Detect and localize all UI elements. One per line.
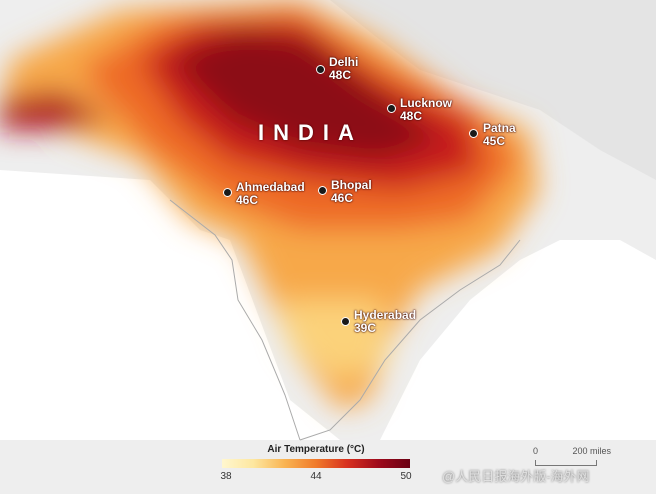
- city-temp: 46C: [236, 193, 259, 207]
- legend-title: Air Temperature (°C): [267, 444, 365, 455]
- legend-tick: 50: [400, 471, 412, 482]
- west-coastline: [169, 199, 301, 441]
- city-name: Hyderabad: [354, 308, 417, 322]
- legend-tick: 44: [310, 471, 322, 482]
- legend-ticks: 38 44 50: [220, 468, 412, 482]
- scale-bar-labels: 0 200 miles: [533, 446, 611, 456]
- city-name: Lucknow: [400, 96, 453, 110]
- watermark: @人民日报海外版-海外网: [442, 466, 590, 485]
- watermark-text: @人民日报海外版-海外网: [442, 469, 590, 484]
- scale-zero: 0: [533, 446, 539, 456]
- country-label: INDIA: [258, 120, 363, 145]
- city-label-ahmedabad: Ahmedabad 46C: [236, 181, 305, 207]
- city-marker-delhi: [316, 65, 325, 74]
- city-label-delhi: Delhi 48C: [329, 56, 358, 82]
- city-temp: 48C: [400, 109, 423, 123]
- himalaya-region: [330, 0, 656, 180]
- temperature-layer: [0, 0, 540, 410]
- temperature-legend: Air Temperature (°C) 38 44 50: [220, 444, 412, 482]
- city-temp: 48C: [329, 68, 352, 82]
- city-temp: 39C: [354, 321, 377, 335]
- city-marker-lucknow: [387, 104, 396, 113]
- scale-bar: [535, 460, 597, 466]
- city-label-patna: Patna 45C: [483, 122, 516, 148]
- city-name: Patna: [483, 121, 516, 135]
- city-label-bhopal: Bhopal 46C: [331, 179, 372, 205]
- city-marker-hyderabad: [341, 317, 350, 326]
- bay-of-bengal: [380, 240, 656, 440]
- city-marker-patna: [469, 129, 478, 138]
- city-marker-ahmedabad: [223, 188, 232, 197]
- legend-tick: 38: [220, 471, 232, 482]
- city-name: Bhopal: [331, 178, 372, 192]
- arabian-sea: [0, 170, 340, 440]
- city-name: Ahmedabad: [236, 180, 305, 194]
- city-label-lucknow: Lucknow 48C: [400, 97, 452, 123]
- city-temp: 45C: [483, 134, 506, 148]
- city-temp: 46C: [331, 191, 354, 205]
- city-marker-bhopal: [318, 186, 327, 195]
- scale-distance: 200 miles: [572, 446, 612, 456]
- city-label-hyderabad: Hyderabad 39C: [354, 309, 416, 335]
- east-coastline: [299, 239, 521, 441]
- legend-color-bar: [222, 459, 410, 468]
- city-name: Delhi: [329, 55, 359, 69]
